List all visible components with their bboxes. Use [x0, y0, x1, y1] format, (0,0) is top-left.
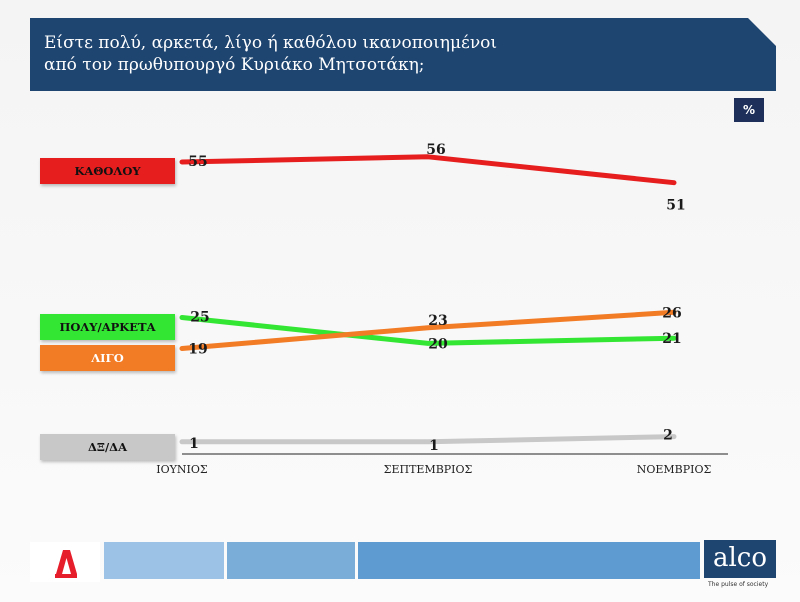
unit-badge: % — [734, 98, 764, 122]
data-label: 19 — [188, 342, 207, 358]
legend-item-poly-arketa: ΠΟΛΥ/ΑΡΚΕΤΑ — [40, 314, 175, 340]
x-tick-label: ΝΟΕΜΒΡΙΟΣ — [637, 463, 712, 476]
x-tick-label: ΙΟΥΝΙΟΣ — [156, 463, 208, 476]
legend-item-katholou: ΚΑΘΟΛΟΥ — [40, 158, 175, 184]
data-label: 55 — [188, 154, 207, 170]
alco-logo: alco — [704, 540, 776, 578]
data-label: 56 — [426, 142, 445, 158]
chart-title-line-1: Είστε πολύ, αρκετά, λίγο ή καθόλου ικανο… — [44, 33, 498, 53]
series-line — [179, 309, 677, 351]
legend-item-ligo: ΛΙΓΟ — [40, 345, 175, 371]
alco-tagline: The pulse of society — [708, 581, 769, 588]
data-label: 26 — [662, 305, 681, 321]
channel-logo-icon — [55, 550, 77, 578]
data-label: 1 — [429, 438, 439, 454]
chart-title-line-2: από τον πρωθυπουργό Κυριάκο Μητσοτάκη; — [44, 55, 425, 75]
series-line — [179, 434, 677, 445]
data-label: 51 — [666, 198, 685, 214]
title-banner: Είστε πολύ, αρκετά, λίγο ή καθόλου ικανο… — [30, 18, 776, 91]
legend-item-dx-da: ΔΞ/ΔΑ — [40, 434, 175, 460]
series-line — [179, 315, 677, 346]
chart-title: Είστε πολύ, αρκετά, λίγο ή καθόλου ικανο… — [44, 32, 497, 76]
data-label: 2 — [663, 428, 673, 444]
footer-bar-segment — [104, 542, 224, 579]
data-label: 25 — [190, 309, 209, 325]
data-label: 23 — [428, 313, 447, 329]
data-label: 21 — [662, 331, 681, 347]
series-line — [179, 154, 677, 186]
x-tick-label: ΣΕΠΤΕΜΒΡΙΟΣ — [384, 463, 473, 476]
data-label: 1 — [189, 436, 199, 452]
footer-bar-segment — [227, 542, 355, 579]
banner-corner-cut — [748, 18, 776, 46]
footer-channel-logo — [30, 542, 100, 582]
data-label: 20 — [428, 336, 448, 352]
footer-bar-segment — [358, 542, 700, 579]
